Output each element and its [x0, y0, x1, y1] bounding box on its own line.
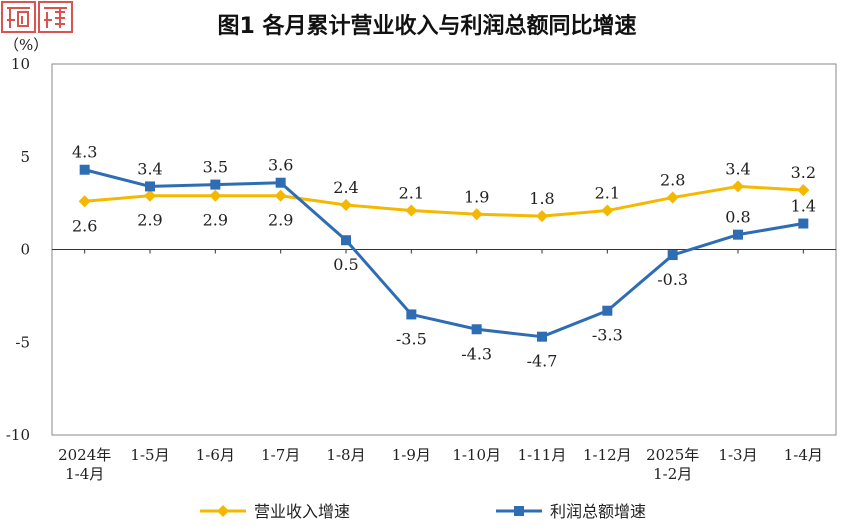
x-tick-label: 1-6月 — [196, 446, 235, 464]
x-tick-label: 1-12月 — [583, 446, 632, 464]
data-point — [144, 189, 156, 202]
seal-border-right — [38, 1, 73, 33]
data-point — [536, 210, 548, 223]
data-label: 0.5 — [333, 255, 358, 274]
x-tick-label-line: 2024年 — [58, 446, 111, 464]
data-label: 2.6 — [72, 216, 97, 235]
data-labels: 2.6 2.9 2.9 2.9 2.4 2.1 1.9 1.8 2.1 2.8 3.4 3.2 4.3 3… — [72, 143, 816, 371]
x-tick-label-line: 1-8月 — [326, 446, 365, 464]
data-label: 3.6 — [268, 156, 293, 175]
x-tick-label: 1-7月 — [261, 446, 300, 464]
data-label: 2.4 — [333, 178, 358, 197]
data-point — [471, 324, 482, 335]
x-tick-label-line: 1-9月 — [392, 446, 431, 464]
seal-glyph-right — [44, 7, 67, 28]
data-label: 2.9 — [203, 211, 228, 230]
data-point — [406, 309, 417, 320]
x-tick-label: 2024年 1-4月 — [58, 446, 111, 483]
y-tick-label: 10 — [11, 55, 30, 73]
data-label: 0.8 — [725, 208, 750, 227]
x-tick-label: 1-4月 — [784, 446, 823, 464]
data-point — [79, 164, 90, 175]
x-tick-label: 2025年 1-2月 — [646, 446, 699, 483]
data-point — [340, 198, 352, 211]
data-point — [78, 195, 91, 208]
x-axis: 2024年 1-4月1-5月 1-6月 1-7月 1-8月 1-9月 1-10月 1-11月 1… — [58, 249, 823, 483]
x-tick-label-line: 1-4月 — [784, 446, 823, 464]
seal-border-left — [1, 1, 36, 33]
x-tick-label-line: 1-6月 — [196, 446, 235, 464]
data-point — [602, 305, 613, 316]
data-point — [667, 250, 678, 261]
data-label: 2.8 — [660, 171, 685, 190]
data-point — [537, 331, 547, 342]
data-point — [405, 204, 418, 217]
data-point — [798, 218, 809, 229]
y-axis: （%）10 5 0 -5 -10 — [4, 36, 48, 444]
legend-swatch-marker — [514, 506, 524, 516]
data-label: 3.4 — [137, 159, 162, 178]
plot-area — [51, 63, 837, 436]
data-label: 1.4 — [791, 197, 816, 216]
x-tick-label: 1-3月 — [718, 446, 757, 464]
data-point — [732, 180, 744, 193]
data-label: 3.4 — [725, 159, 750, 178]
data-label: -3.3 — [592, 326, 623, 345]
data-label: 2.1 — [399, 184, 424, 203]
x-tick-label-line: 1-2月 — [653, 465, 692, 483]
data-label: 2.9 — [268, 211, 293, 230]
data-point — [145, 181, 155, 192]
x-tick-label-line: 1-5月 — [130, 446, 169, 464]
x-tick-label-line: 1-10月 — [452, 446, 501, 464]
data-point — [341, 235, 351, 246]
data-point — [274, 189, 287, 202]
x-tick-label: 1-9月 — [392, 446, 431, 464]
data-label: 1.9 — [464, 187, 489, 206]
y-tick-label: -10 — [6, 426, 30, 444]
x-tick-label-line: 1-3月 — [718, 446, 757, 464]
series-line-1 — [84, 184, 804, 218]
data-label: 3.5 — [203, 158, 228, 177]
y-axis-unit-label: （%） — [4, 36, 48, 54]
watermark-seal — [1, 1, 73, 33]
series-lines — [78, 164, 810, 342]
x-tick-label: 1-11月 — [518, 446, 567, 464]
x-tick-label-line: 1-11月 — [518, 446, 567, 464]
data-label: 2.1 — [595, 184, 620, 203]
legend-swatch-marker — [217, 505, 229, 517]
legend: 营业收入增速 利润总额增速 — [200, 502, 646, 521]
x-tick-label-line: 1-4月 — [65, 465, 104, 483]
y-tick-label: 0 — [20, 241, 30, 259]
data-label: 3.2 — [791, 163, 816, 182]
legend-label: 利润总额增速 — [550, 502, 646, 521]
data-point — [210, 179, 221, 190]
x-tick-label-line: 2025年 — [646, 446, 699, 464]
data-label: -3.5 — [396, 329, 427, 348]
legend-label: 营业收入增速 — [254, 502, 350, 521]
data-point — [733, 229, 743, 240]
series-line-2 — [84, 168, 804, 339]
data-label: -0.3 — [657, 270, 688, 289]
data-label: -4.7 — [527, 352, 558, 371]
x-tick-label-line: 1-7月 — [261, 446, 300, 464]
data-label: -4.3 — [461, 344, 492, 363]
y-tick-label: -5 — [15, 333, 30, 351]
data-label: 1.8 — [529, 189, 554, 208]
data-label: 2.9 — [137, 211, 162, 230]
data-point — [666, 191, 679, 204]
data-point — [275, 177, 286, 188]
data-point — [209, 189, 222, 202]
data-point — [797, 184, 810, 197]
y-tick-label: 5 — [20, 148, 30, 166]
chart-title: 图1 各月累计营业收入与利润总额同比增速 — [217, 14, 637, 39]
x-tick-label: 1-5月 — [130, 446, 169, 464]
seal-glyph-left — [7, 7, 30, 28]
data-point — [601, 204, 614, 217]
data-point — [470, 208, 483, 221]
x-tick-label: 1-8月 — [326, 446, 365, 464]
data-label: 4.3 — [72, 143, 97, 162]
x-tick-label: 1-10月 — [452, 446, 501, 464]
x-tick-label-line: 1-12月 — [583, 446, 632, 464]
